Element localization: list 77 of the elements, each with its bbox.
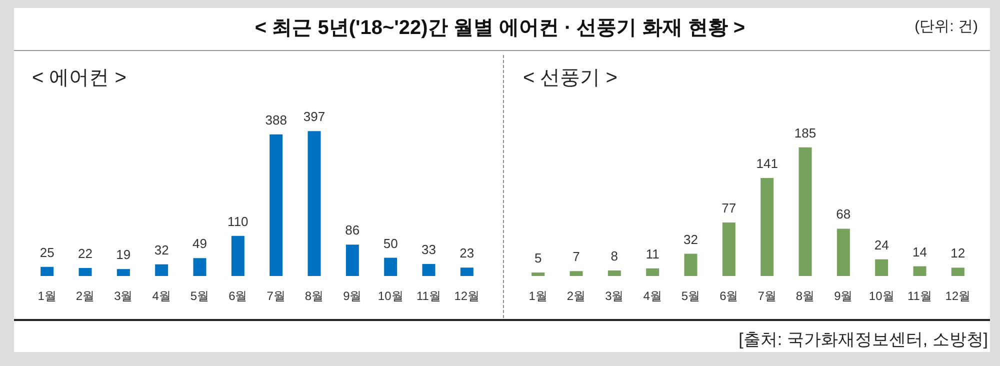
data-label: 141 xyxy=(756,156,778,171)
data-label: 19 xyxy=(116,247,131,262)
bar xyxy=(570,271,583,276)
x-tick-label: 11월 xyxy=(416,289,441,303)
x-tick-label: 5월 xyxy=(681,289,700,303)
data-label: 5 xyxy=(534,250,542,266)
x-tick-label: 8월 xyxy=(796,289,815,303)
bar xyxy=(155,264,168,276)
bar xyxy=(346,244,359,276)
data-label: 22 xyxy=(78,246,92,261)
bar xyxy=(308,131,321,276)
data-label: 12 xyxy=(950,246,966,261)
bar xyxy=(193,258,206,276)
x-tick-label: 3월 xyxy=(114,289,133,303)
data-label: 185 xyxy=(794,125,816,140)
bar xyxy=(532,272,545,276)
bar xyxy=(722,222,736,276)
data-label: 110 xyxy=(228,214,248,229)
x-tick-label: 2월 xyxy=(566,289,586,303)
bar xyxy=(608,270,621,276)
x-tick-label: 8월 xyxy=(304,289,324,303)
bar xyxy=(760,178,774,276)
bar xyxy=(875,259,888,276)
bar xyxy=(270,134,283,276)
x-tick-label: 7월 xyxy=(758,289,776,303)
x-tick-label: 3월 xyxy=(605,289,624,303)
x-tick-label: 7월 xyxy=(266,289,286,303)
x-tick-label: 9월 xyxy=(343,289,362,303)
bar xyxy=(460,268,474,276)
data-label: 50 xyxy=(383,236,398,251)
x-tick-label: 1월 xyxy=(528,289,548,303)
data-label: 24 xyxy=(874,237,889,252)
bar xyxy=(836,228,850,276)
x-tick-label: 5월 xyxy=(190,289,210,303)
chart-title: < 에어컨 > xyxy=(32,66,126,91)
data-label: 388 xyxy=(265,112,287,128)
text: [출처: 국가화재정보센터, 소방청] xyxy=(738,329,988,351)
bar xyxy=(116,269,130,276)
x-tick-label: 4월 xyxy=(152,289,171,303)
chart-title: < 선풍기 > xyxy=(523,66,618,91)
bar xyxy=(231,236,244,276)
bar xyxy=(684,254,698,276)
bar xyxy=(384,258,398,276)
x-tick-label: 4월 xyxy=(643,289,662,303)
bar xyxy=(40,266,54,276)
data-label: 32 xyxy=(684,232,698,247)
x-tick-label: 11월 xyxy=(908,289,932,303)
data-label: 397 xyxy=(303,109,326,124)
x-tick-label: 12월 xyxy=(945,289,971,303)
x-tick-label: 1월 xyxy=(38,289,56,303)
data-label: 86 xyxy=(345,222,360,238)
data-label: 49 xyxy=(192,236,207,252)
data-label: 11 xyxy=(646,246,660,262)
x-tick-label: 9월 xyxy=(834,289,853,303)
bar xyxy=(422,264,436,276)
bar xyxy=(646,268,660,276)
x-tick-label: 10월 xyxy=(378,289,404,303)
data-label: 8 xyxy=(610,248,618,264)
data-label: 14 xyxy=(912,244,927,260)
bar xyxy=(78,268,92,276)
bar xyxy=(913,266,926,276)
data-label: 77 xyxy=(722,200,736,216)
data-label: 33 xyxy=(422,242,436,257)
x-tick-label: 12월 xyxy=(454,289,480,303)
data-label: 68 xyxy=(836,206,851,222)
data-label: 7 xyxy=(572,249,580,264)
x-tick-label: 2월 xyxy=(76,289,95,303)
x-tick-label: 6월 xyxy=(228,289,248,303)
bar xyxy=(798,147,812,276)
text: (단위: 건) xyxy=(914,17,978,36)
x-tick-label: 6월 xyxy=(720,289,738,303)
text: < 최근 5년('18~'22)간 월별 에어컨 · 선풍기 화재 현황 > xyxy=(254,17,746,39)
data-label: 25 xyxy=(40,244,54,260)
data-label: 23 xyxy=(460,246,474,261)
x-tick-label: 10월 xyxy=(868,289,894,303)
data-label: 32 xyxy=(154,242,169,258)
bar xyxy=(951,268,964,276)
